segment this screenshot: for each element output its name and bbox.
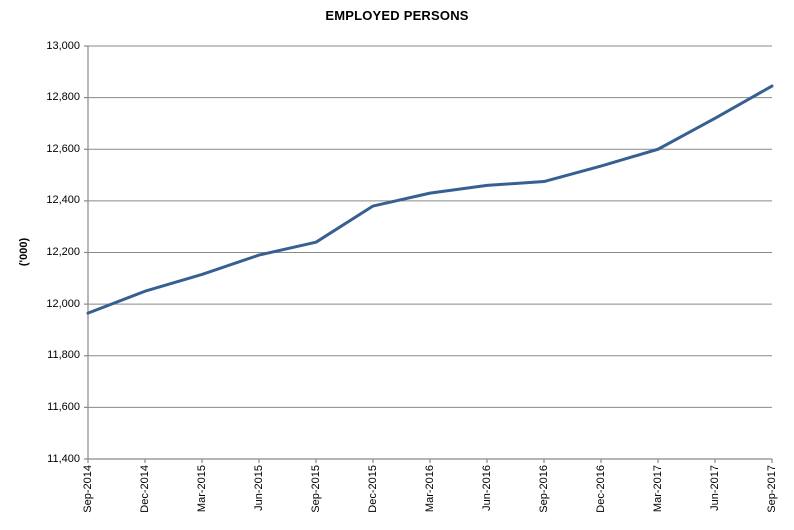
x-tick-label: Jun-2017	[708, 465, 721, 511]
x-tick-label: Sep-2017	[765, 465, 778, 513]
chart-title: EMPLOYED PERSONS	[325, 8, 469, 23]
y-tick-label: 12,600	[46, 142, 80, 155]
x-tick-label: Dec-2014	[138, 465, 151, 513]
x-tick-label: Sep-2014	[81, 465, 94, 513]
x-tick-label: Mar-2017	[651, 465, 664, 513]
x-tick-label: Mar-2016	[423, 465, 436, 513]
x-tick-label: Dec-2015	[366, 465, 379, 513]
y-tick-label: 12,000	[46, 297, 80, 310]
x-tick-label: Jun-2016	[480, 465, 493, 511]
y-tick-label: 13,000	[46, 39, 80, 52]
y-tick-label: 12,800	[46, 91, 80, 104]
series-line	[86, 84, 774, 315]
y-tick-label: 11,400	[47, 452, 80, 465]
x-tick-label: Dec-2016	[594, 465, 607, 513]
x-tick-label: Sep-2015	[309, 465, 322, 513]
y-tick-label: 11,800	[47, 349, 80, 362]
x-tick-label: Mar-2015	[195, 465, 208, 513]
y-tick-label: 12,200	[46, 246, 80, 258]
y-tick-label: 11,600	[47, 400, 80, 413]
x-tick-label: Jun-2015	[252, 465, 265, 511]
y-tick-label: 12,400	[46, 194, 80, 207]
x-tick-label: Sep-2016	[537, 465, 550, 513]
